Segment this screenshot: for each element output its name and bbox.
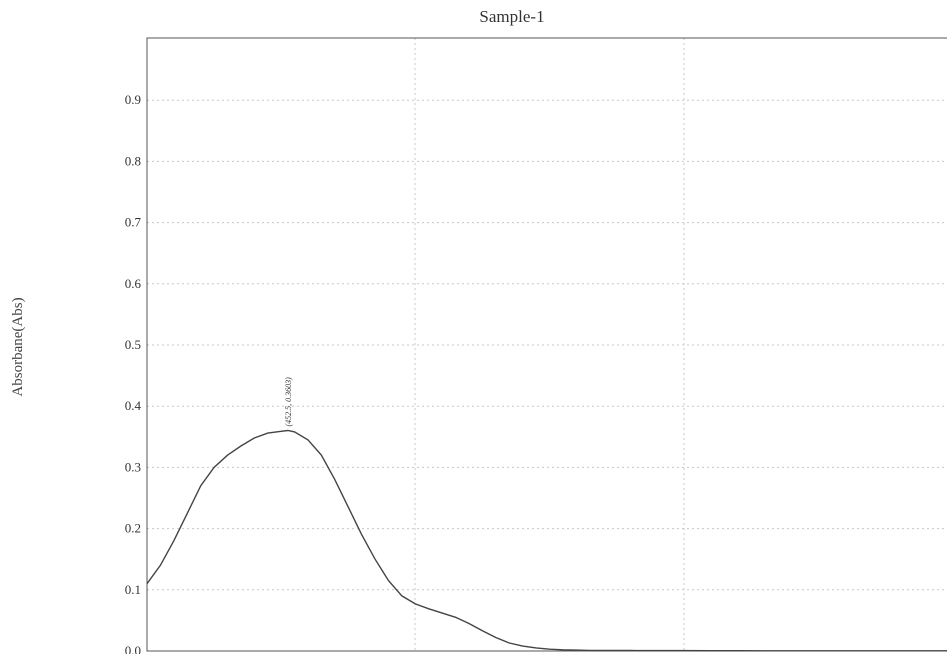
y-tick-label: 0.0 <box>125 643 141 654</box>
y-tick-label: 0.3 <box>125 459 141 474</box>
y-tick-label: 0.6 <box>125 276 142 291</box>
chart-title: Sample-1 <box>479 7 544 26</box>
annotation-layer: (452.5, 0.3603) <box>284 377 293 427</box>
absorbance-series-line <box>146 429 947 652</box>
y-tick-label: 0.8 <box>125 153 141 168</box>
y-tick-label: 0.5 <box>125 337 141 352</box>
y-tick-label: 0.1 <box>125 582 141 597</box>
peak-annotation: (452.5, 0.3603) <box>284 377 293 427</box>
y-tick-label: 0.2 <box>125 521 141 536</box>
y-tick-label: 0.9 <box>125 92 141 107</box>
grid-lines <box>147 38 947 651</box>
plot-frame <box>146 37 947 652</box>
y-axis-label: Absorbane(Abs) <box>10 297 26 396</box>
y-tick-label: 0.7 <box>125 215 142 230</box>
y-tick-labels: 0.0 0.1 0.2 0.3 0.4 0.5 0.6 0.7 0.8 0.9 <box>125 92 142 654</box>
series-layer <box>146 429 947 652</box>
y-tick-label: 0.4 <box>125 398 142 413</box>
